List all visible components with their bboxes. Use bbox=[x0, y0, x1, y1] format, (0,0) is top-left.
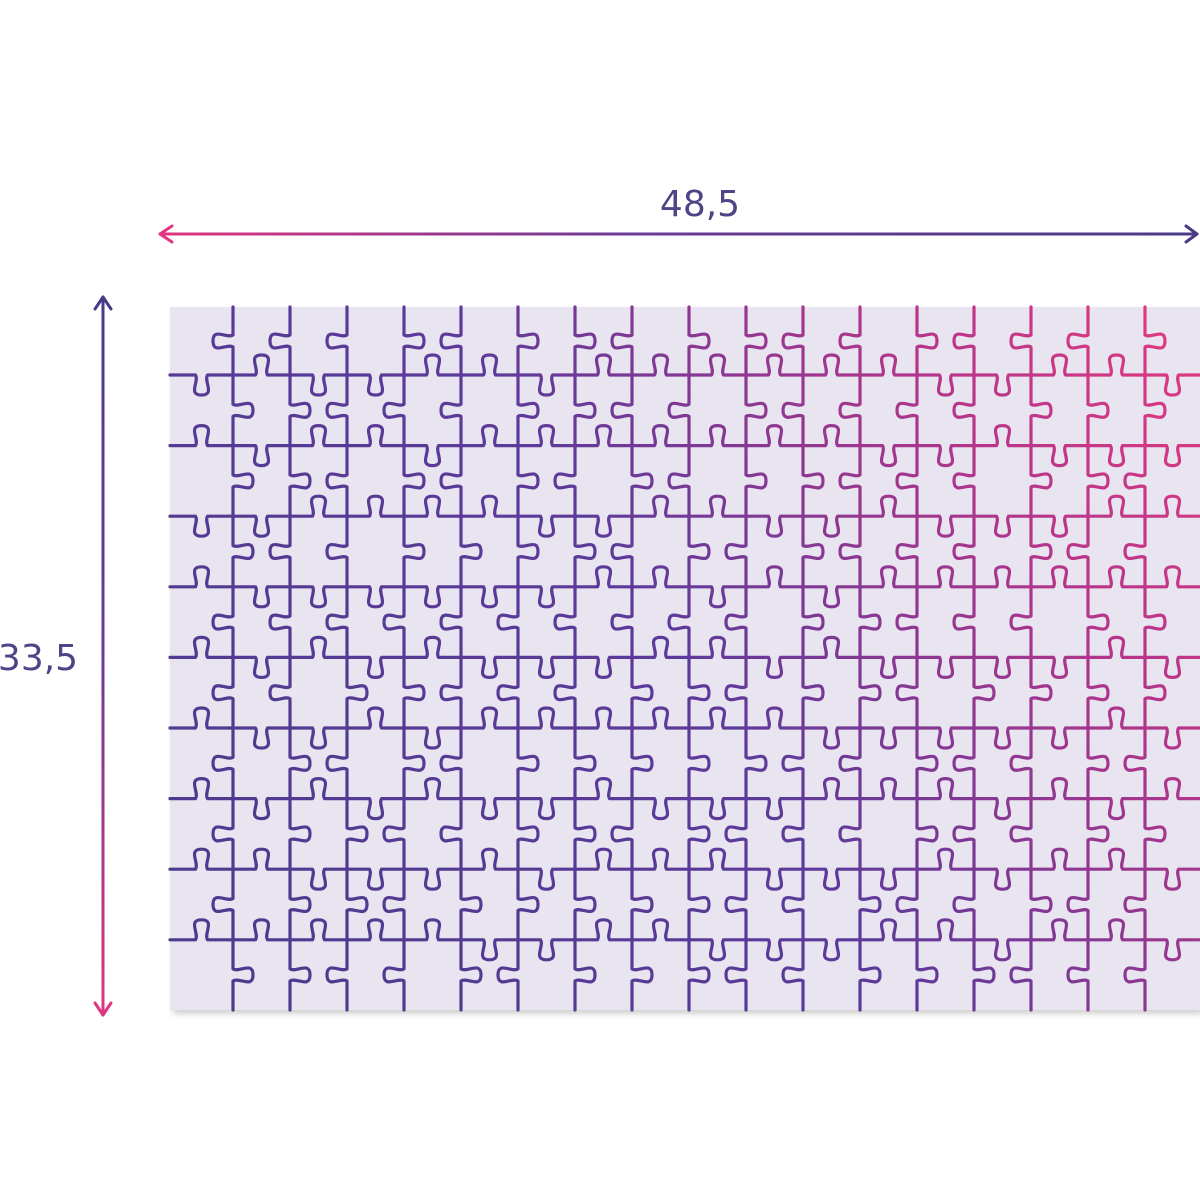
vertical-cut bbox=[1009, 305, 1053, 1012]
vertical-cut bbox=[781, 305, 825, 1012]
height-label: 33,5 bbox=[0, 638, 78, 679]
vertical-cut bbox=[496, 305, 540, 1012]
vertical-cut bbox=[952, 305, 996, 1012]
vertical-cut bbox=[838, 305, 882, 1012]
width-arrow bbox=[158, 224, 1199, 244]
vertical-cut bbox=[268, 305, 312, 1012]
puzzle-cuts bbox=[168, 305, 1200, 1012]
vertical-cut bbox=[1123, 305, 1167, 1012]
vertical-cut bbox=[325, 305, 369, 1012]
height-arrow bbox=[93, 295, 113, 1017]
vertical-cut bbox=[724, 305, 768, 1012]
vertical-cut bbox=[1066, 305, 1110, 1012]
width-label: 48,5 bbox=[660, 184, 740, 225]
vertical-cut bbox=[211, 305, 255, 1012]
vertical-cut bbox=[667, 305, 711, 1012]
vertical-cut bbox=[382, 305, 426, 1012]
vertical-cut bbox=[439, 305, 483, 1012]
vertical-cut bbox=[610, 305, 654, 1012]
vertical-cut bbox=[553, 305, 597, 1012]
vertical-cut bbox=[895, 305, 939, 1012]
